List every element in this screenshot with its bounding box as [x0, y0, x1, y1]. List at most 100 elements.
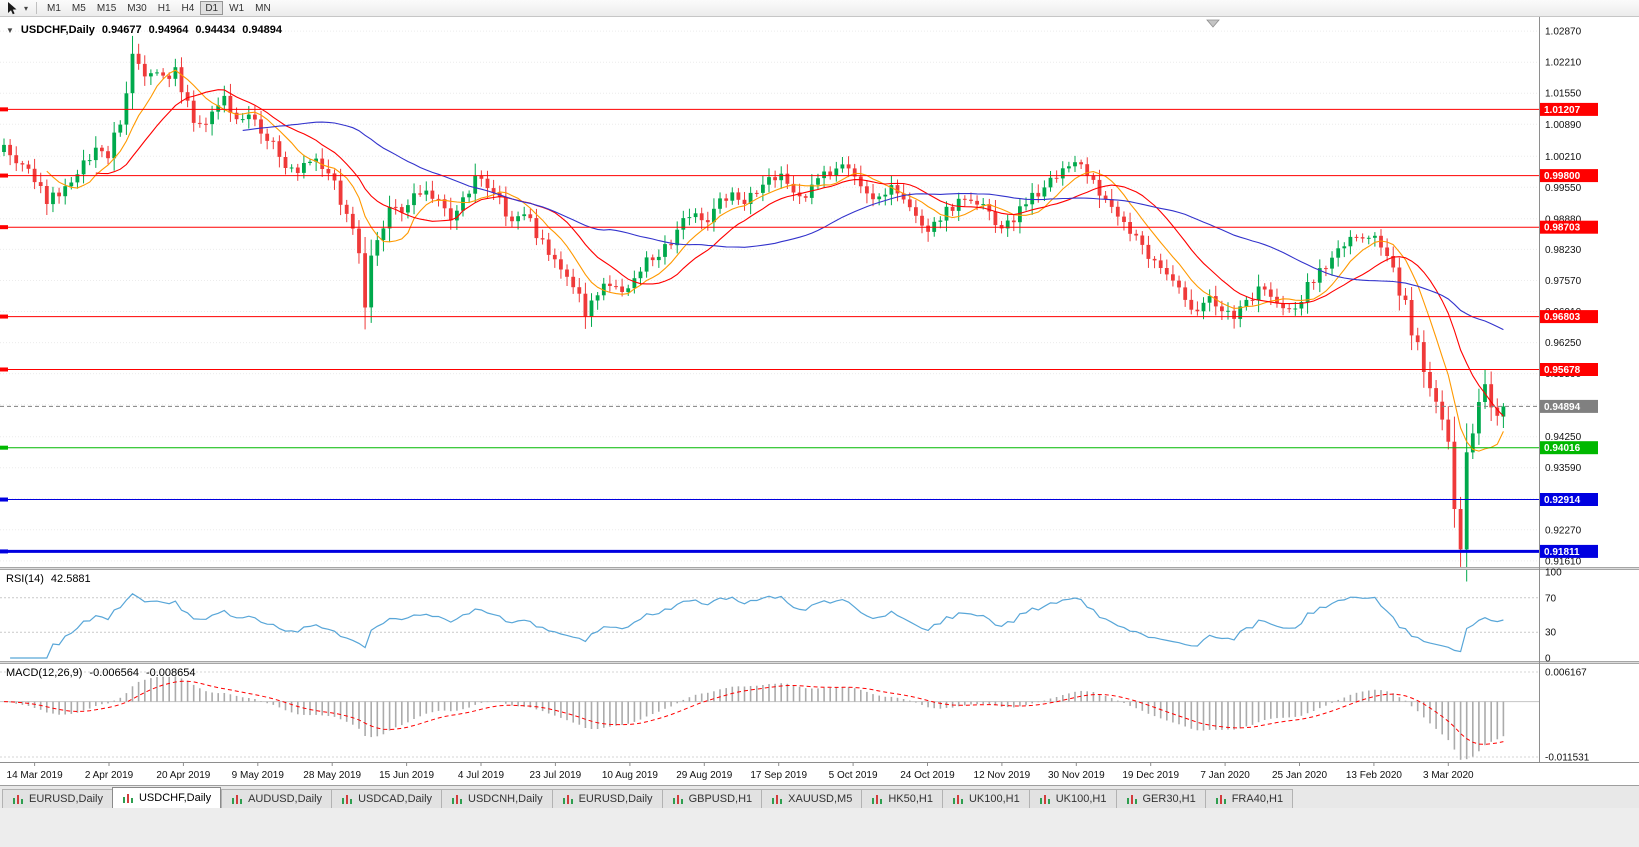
- chart-tab[interactable]: XAUUSD,M5: [761, 789, 862, 808]
- cursor-dropdown-icon[interactable]: ▾: [23, 3, 28, 13]
- mini-chart-icon: [1215, 794, 1226, 804]
- svg-text:1.02870: 1.02870: [1545, 27, 1582, 38]
- svg-text:19 Dec 2019: 19 Dec 2019: [1122, 770, 1179, 781]
- tab-label: UK100,H1: [1055, 793, 1107, 805]
- svg-text:0.94250: 0.94250: [1545, 432, 1582, 443]
- mini-chart-icon: [562, 794, 573, 804]
- svg-text:0.95678: 0.95678: [1544, 365, 1581, 376]
- chart-tabs-bar: EURUSD,Daily USDCHF,Daily AUDUSD,Daily USDC…: [0, 785, 1639, 808]
- timeframe-button-m30[interactable]: M30: [127, 2, 147, 14]
- mini-chart-icon: [452, 794, 463, 804]
- svg-text:0.98880: 0.98880: [1545, 214, 1582, 225]
- svg-text:29 Aug 2019: 29 Aug 2019: [676, 770, 733, 781]
- svg-text:0.94016: 0.94016: [1544, 443, 1581, 454]
- chart-tab[interactable]: EURUSD,Daily: [2, 789, 112, 808]
- mini-chart-icon: [872, 794, 883, 804]
- timeframe-button-w1[interactable]: W1: [229, 2, 245, 14]
- chart-tab[interactable]: USDCNH,Daily: [441, 789, 552, 808]
- mini-chart-icon: [1039, 794, 1050, 804]
- svg-text:0.98703: 0.98703: [1544, 223, 1581, 234]
- svg-text:20 Apr 2019: 20 Apr 2019: [156, 770, 210, 781]
- moving-average-line-8: [46, 69, 1504, 452]
- cursor-tool-icon[interactable]: [3, 1, 21, 15]
- moving-average-line-16: [95, 89, 1504, 417]
- tab-label: USDCNH,Daily: [468, 793, 543, 805]
- mini-chart-icon: [1126, 794, 1137, 804]
- svg-text:0.94894: 0.94894: [1544, 402, 1581, 413]
- svg-text:10 Aug 2019: 10 Aug 2019: [602, 770, 659, 781]
- svg-text:12 Nov 2019: 12 Nov 2019: [974, 770, 1031, 781]
- timeframe-button-m1[interactable]: M1: [47, 2, 61, 14]
- svg-text:28 May 2019: 28 May 2019: [303, 770, 361, 781]
- svg-text:100: 100: [1545, 568, 1562, 579]
- timeframe-button-m5[interactable]: M5: [71, 2, 86, 14]
- mini-chart-icon: [952, 794, 963, 804]
- svg-text:17 Sep 2019: 17 Sep 2019: [750, 770, 807, 781]
- timeframe-button-h4[interactable]: H4: [181, 2, 195, 14]
- time-axis: 14 Mar 2019 2 Apr 2019 20 Apr 2019 9 May 20…: [7, 762, 1474, 781]
- tab-label: USDCHF,Daily: [138, 792, 212, 804]
- svg-text:2 Apr 2019: 2 Apr 2019: [85, 770, 134, 781]
- chart-tab[interactable]: EURUSD,Daily: [551, 789, 662, 808]
- macd-axis: 0.006167 -0.011531: [1545, 668, 1590, 764]
- timeframe-button-d1[interactable]: D1: [200, 1, 224, 15]
- svg-text:1.00890: 1.00890: [1545, 120, 1582, 131]
- tab-label: FRA40,H1: [1231, 793, 1284, 805]
- svg-text:30 Nov 2019: 30 Nov 2019: [1048, 770, 1105, 781]
- svg-text:1.01207: 1.01207: [1544, 105, 1581, 116]
- tab-label: GER30,H1: [1142, 793, 1196, 805]
- macd-signal-line: [3, 680, 1504, 745]
- svg-text:0.92914: 0.92914: [1544, 495, 1581, 506]
- price-tags: 1.01207 0.99800 0.98703 0.96803 0.95678 0.948…: [1540, 102, 1598, 558]
- svg-text:13 Feb 2020: 13 Feb 2020: [1346, 770, 1403, 781]
- mini-chart-icon: [13, 794, 23, 804]
- chart-tab[interactable]: GBPUSD,H1: [661, 789, 762, 808]
- tab-label: AUDUSD,Daily: [248, 793, 323, 805]
- chart-tab[interactable]: UK100,H1: [941, 789, 1029, 808]
- svg-text:0.91610: 0.91610: [1545, 556, 1582, 567]
- chart-tab[interactable]: USDCAD,Daily: [331, 789, 442, 808]
- svg-text:5 Oct 2019: 5 Oct 2019: [829, 770, 878, 781]
- timeframe-toolbar: M1 M5 M15 M30 H1 H4 D1 W1 MN: [42, 1, 276, 15]
- svg-text:1.00210: 1.00210: [1545, 152, 1582, 163]
- timeframe-button-m15[interactable]: M15: [96, 2, 117, 14]
- price-chart-canvas[interactable]: 1.02870 1.02210 1.01550 1.00890 1.00210 0.995…: [0, 17, 1639, 785]
- tab-label: UK100,H1: [968, 793, 1020, 805]
- cursor-arrow-icon: [7, 1, 16, 14]
- chart-tab[interactable]: UK100,H1: [1028, 789, 1116, 808]
- svg-text:0.99800: 0.99800: [1544, 171, 1581, 182]
- svg-text:0.93590: 0.93590: [1545, 463, 1582, 474]
- svg-text:1.01550: 1.01550: [1545, 89, 1582, 100]
- timeframe-button-h1[interactable]: H1: [157, 2, 171, 14]
- svg-text:0.99550: 0.99550: [1545, 183, 1582, 194]
- chart-tab[interactable]: HK50,H1: [861, 789, 942, 808]
- svg-text:0.91811: 0.91811: [1544, 547, 1580, 558]
- mini-chart-icon: [232, 794, 243, 804]
- svg-text:0.96803: 0.96803: [1544, 312, 1581, 323]
- svg-text:0.92270: 0.92270: [1545, 525, 1582, 536]
- svg-text:0.97570: 0.97570: [1545, 276, 1582, 287]
- tab-label: HK50,H1: [888, 793, 933, 805]
- tab-label: XAUUSD,M5: [788, 793, 853, 805]
- svg-text:23 Jul 2019: 23 Jul 2019: [530, 770, 582, 781]
- timeframe-button-mn[interactable]: MN: [255, 2, 271, 14]
- svg-text:30: 30: [1545, 628, 1557, 639]
- svg-text:0.006167: 0.006167: [1545, 668, 1587, 679]
- collapse-triangle-icon[interactable]: ▼: [6, 25, 14, 35]
- chart-tab[interactable]: AUDUSD,Daily: [221, 789, 332, 808]
- chart-tab[interactable]: FRA40,H1: [1204, 789, 1294, 808]
- mini-chart-icon: [772, 794, 783, 804]
- svg-text:15 Jun 2019: 15 Jun 2019: [379, 770, 434, 781]
- svg-text:3 Mar 2020: 3 Mar 2020: [1423, 770, 1474, 781]
- svg-text:0.98230: 0.98230: [1545, 245, 1582, 256]
- chart-shift-marker[interactable]: [1206, 19, 1220, 28]
- tab-label: USDCAD,Daily: [358, 793, 433, 805]
- chart-tab[interactable]: USDCHF,Daily: [111, 787, 222, 808]
- tab-label: EURUSD,Daily: [29, 793, 103, 805]
- chart-window: 1.02870 1.02210 1.01550 1.00890 1.00210 0.995…: [0, 17, 1639, 785]
- moving-average-line-40: [242, 121, 1504, 331]
- toolbar-separator: [36, 2, 37, 14]
- tab-label: GBPUSD,H1: [688, 793, 753, 805]
- chart-tab[interactable]: GER30,H1: [1115, 789, 1205, 808]
- svg-text:7 Jan 2020: 7 Jan 2020: [1200, 770, 1250, 781]
